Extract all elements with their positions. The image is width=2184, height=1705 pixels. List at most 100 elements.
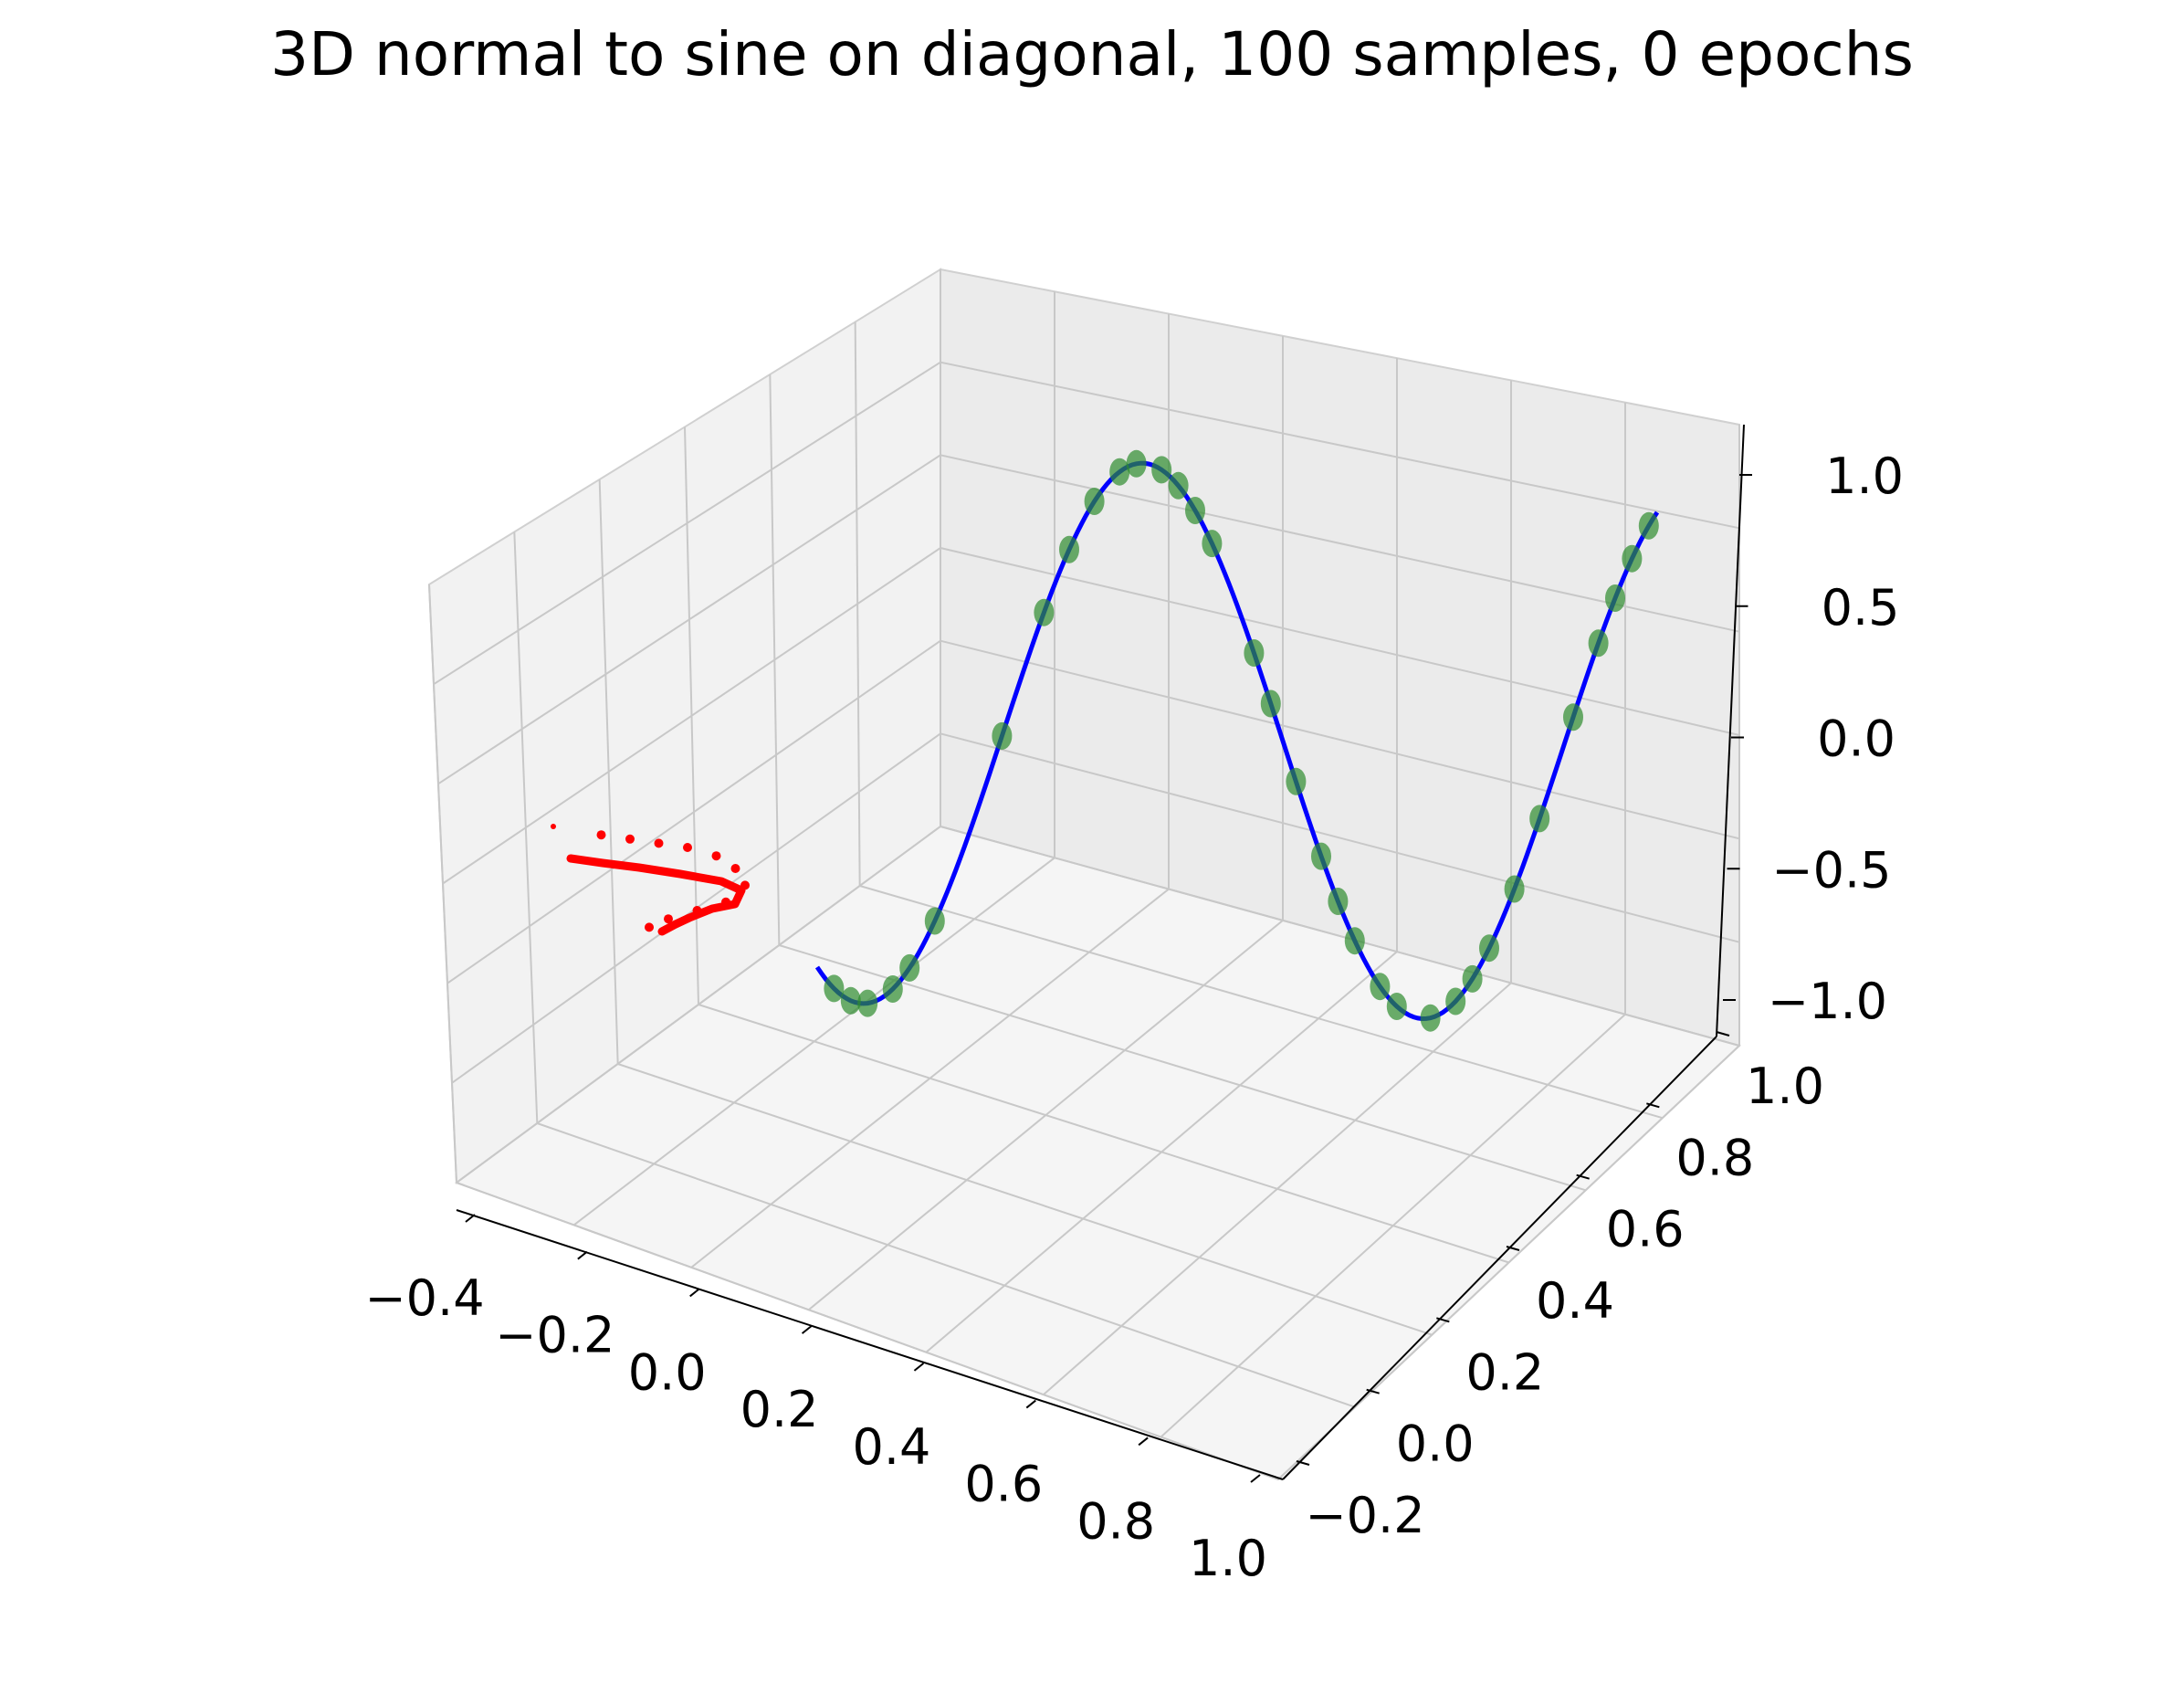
green-sample-point xyxy=(1328,888,1349,915)
red-sample-point xyxy=(625,834,635,844)
x-tick-mark xyxy=(689,1288,700,1298)
green-sample-point xyxy=(1344,927,1365,955)
grid-line-back-horizontal xyxy=(940,639,1740,840)
green-sample-point xyxy=(1638,511,1659,540)
x-tick-label: 0.4 xyxy=(852,1418,930,1476)
red-sample-point xyxy=(654,838,664,848)
red-sample-point xyxy=(645,922,654,932)
green-sample-point xyxy=(1168,471,1189,500)
x-tick-mark xyxy=(465,1214,476,1223)
chart-title: 3D normal to sine on diagonal, 100 sampl… xyxy=(270,19,1914,89)
y-tick-mark xyxy=(1506,1246,1520,1251)
red-sample-point xyxy=(596,830,606,840)
grid-line-floor-y xyxy=(940,826,1740,1047)
green-sample-point xyxy=(899,953,920,982)
grid-line-left-horizontal xyxy=(442,547,941,885)
grid-line-floor-y xyxy=(859,885,1664,1120)
y-tick-mark xyxy=(1716,1031,1730,1037)
grid-line-floor-y xyxy=(698,1004,1509,1264)
green-sample-point xyxy=(1420,1004,1441,1032)
green-sample-point xyxy=(992,721,1013,750)
x-axis-line xyxy=(456,1209,1284,1480)
grid-lines xyxy=(428,269,1740,1480)
grid-line-back-horizontal xyxy=(940,547,1740,736)
series-layer xyxy=(551,449,1660,1032)
grid-line-floor-y xyxy=(617,1063,1433,1336)
grid-line-floor-y xyxy=(779,944,1586,1192)
green-sample-point xyxy=(1034,598,1055,626)
grid-line-left-horizontal xyxy=(437,454,941,785)
green-sample-point xyxy=(1311,842,1331,870)
x-tick-label: 0.0 xyxy=(628,1343,707,1401)
y-tick-labels: −0.2 0.0 0.2 0.4 0.6 0.8 1.0 xyxy=(1296,1031,1824,1544)
grid-line-left-horizontal xyxy=(433,361,941,686)
z-tick-label: 0.0 xyxy=(1817,710,1895,768)
green-sample-point xyxy=(924,907,945,935)
grid-line-left-horizontal xyxy=(446,639,941,984)
x-tick-mark xyxy=(577,1250,588,1260)
x-tick-label: −0.4 xyxy=(364,1269,484,1327)
green-sample-point xyxy=(1588,629,1609,658)
green-sample-point xyxy=(1244,639,1265,667)
x-tick-label: 0.6 xyxy=(964,1456,1043,1513)
y-axis-line xyxy=(1282,1036,1717,1480)
green-sample-point xyxy=(1126,449,1147,478)
green-sample-point xyxy=(857,989,878,1017)
grid-line-floor-y xyxy=(537,1122,1356,1408)
green-sample-point xyxy=(1059,535,1079,563)
x-tick-mark xyxy=(801,1325,813,1334)
green-sample-point xyxy=(1479,934,1499,963)
x-tick-labels: −0.4−0.20.0 0.2 0.4 0.6 0.8 1.0 xyxy=(364,1214,1267,1587)
green-sample-point xyxy=(1563,703,1583,731)
y-tick-label: −0.2 xyxy=(1305,1487,1424,1544)
grid-line-back-horizontal xyxy=(940,361,1740,530)
green-sample-point xyxy=(1151,456,1172,484)
y-tick-label: 0.0 xyxy=(1396,1416,1475,1473)
red-sample-point xyxy=(711,851,721,861)
x-tick-mark xyxy=(1250,1474,1261,1483)
grid-line-back-horizontal xyxy=(940,732,1740,943)
red-sample-point xyxy=(551,824,556,829)
green-sample-point xyxy=(1084,488,1105,515)
red-sample-point xyxy=(664,914,673,924)
x-tick-mark xyxy=(1138,1437,1149,1447)
z-tick-labels: −1.0 −0.5 0.0 0.5 1.0 xyxy=(1723,447,1904,1030)
green-sample-point xyxy=(882,975,903,1003)
red-sample-point xyxy=(683,843,692,852)
green-sample-point xyxy=(840,986,861,1015)
green-sample-point xyxy=(1622,544,1643,573)
z-tick-label: 0.5 xyxy=(1822,579,1900,637)
green-sample-point xyxy=(1605,584,1625,612)
y-tick-label: 0.2 xyxy=(1465,1343,1544,1401)
red-sample-trace xyxy=(566,854,746,936)
green-sample-point xyxy=(1445,987,1466,1016)
green-sample-point xyxy=(1185,497,1205,524)
green-sample-point xyxy=(1529,805,1550,833)
y-tick-mark xyxy=(1436,1317,1450,1323)
y-tick-mark xyxy=(1366,1388,1380,1395)
x-tick-label: 0.8 xyxy=(1076,1492,1155,1550)
green-sample-point xyxy=(1286,767,1307,795)
y-tick-label: 0.8 xyxy=(1675,1129,1754,1186)
z-axis-line xyxy=(1716,424,1745,1037)
z-tick-label: −0.5 xyxy=(1771,841,1891,899)
y-tick-label: 0.4 xyxy=(1536,1272,1614,1330)
x-tick-label: −0.2 xyxy=(495,1307,614,1364)
z-tick-label: 1.0 xyxy=(1825,447,1904,505)
green-sample-point xyxy=(1202,530,1223,558)
x-tick-label: 0.2 xyxy=(740,1381,819,1438)
green-sample-point xyxy=(824,974,845,1003)
y-tick-mark xyxy=(1576,1174,1590,1180)
green-sample-point xyxy=(1386,993,1407,1020)
x-tick-mark xyxy=(913,1363,925,1372)
x-tick-mark xyxy=(1025,1399,1036,1409)
green-sample-point xyxy=(1260,689,1281,718)
axis-lines xyxy=(456,424,1745,1480)
grid-line-floor-y xyxy=(456,1182,1279,1480)
y-tick-mark xyxy=(1646,1102,1660,1109)
y-tick-label: 0.6 xyxy=(1606,1201,1685,1258)
x-tick-label: 1.0 xyxy=(1189,1530,1267,1587)
red-sample-point xyxy=(730,864,740,873)
green-sample-point xyxy=(1370,973,1391,1001)
